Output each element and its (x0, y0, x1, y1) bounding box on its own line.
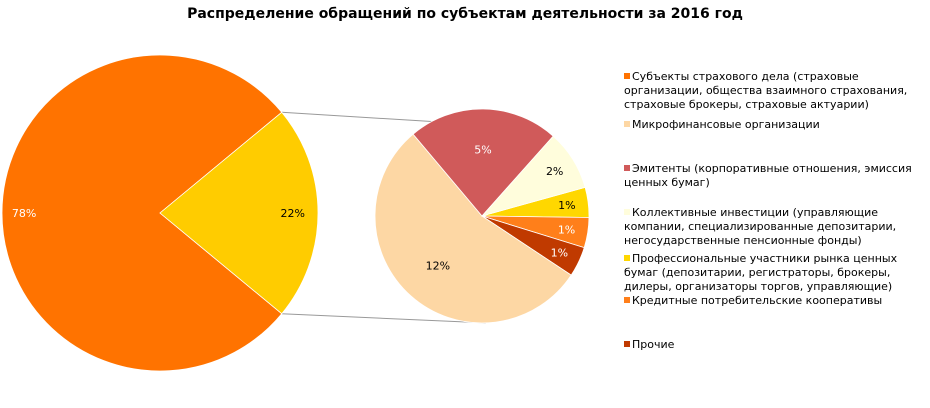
legend-item: Кредитные потребительские кооперативы (624, 294, 924, 308)
pie-slice-other (159, 111, 319, 315)
legend-item: Эмитенты (корпоративные отношения, эмисс… (624, 162, 924, 190)
legend-label: Кредитные потребительские кооперативы (632, 294, 883, 307)
data-label: 78% (12, 207, 36, 220)
legend-label: Прочие (632, 338, 675, 351)
data-label: 1% (558, 199, 575, 212)
legend-item: Коллективные инвестиции (управляющие ком… (624, 206, 924, 248)
connector-line (281, 313, 486, 324)
legend-label: Эмитенты (корпоративные отношения, эмисс… (624, 162, 912, 189)
legend-swatch (624, 121, 630, 127)
data-label: 2% (546, 165, 563, 178)
data-label: 22% (280, 207, 304, 220)
legend-label: Коллективные инвестиции (управляющие ком… (624, 206, 897, 247)
legend-item: Микрофинансовые организации (624, 118, 924, 132)
pie-slice (412, 108, 554, 217)
legend-item: Субъекты страхового дела (страховые орга… (624, 70, 924, 112)
data-label: 1% (558, 223, 575, 236)
pie-slice (480, 135, 586, 217)
legend-swatch (624, 255, 630, 261)
connector-line (281, 111, 432, 123)
legend-swatch (624, 73, 630, 79)
pie-slice (374, 133, 572, 324)
legend-label: Субъекты страхового дела (страховые орга… (624, 70, 908, 111)
legend-label: Профессиональные участники рынка ценных … (624, 252, 898, 293)
legend-swatch (624, 297, 630, 303)
data-label: 12% (426, 260, 450, 273)
legend-item: Прочие (624, 338, 924, 352)
legend-swatch (624, 165, 630, 171)
legend-swatch (624, 341, 630, 347)
chart-title: Распределение обращений по субъектам дея… (187, 6, 743, 22)
legend-label: Микрофинансовые организации (632, 118, 820, 131)
data-label: 5% (474, 144, 491, 157)
legend-swatch (624, 209, 630, 215)
pie-slice-insurance (1, 54, 283, 372)
data-label: 1% (551, 247, 568, 260)
legend-item: Профессиональные участники рынка ценных … (624, 252, 924, 294)
